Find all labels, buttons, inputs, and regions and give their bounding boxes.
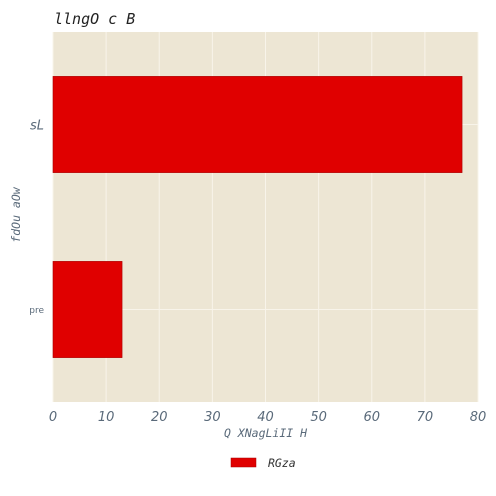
- x-axis-label: Q XNagLiII H: [224, 426, 307, 440]
- bar-sL: [53, 76, 462, 172]
- legend: RGza: [231, 456, 296, 470]
- x-tick-label: 60: [363, 410, 380, 425]
- bar-pre: [53, 261, 122, 357]
- x-tick-label: 30: [204, 410, 221, 425]
- x-tick-label: 0: [49, 410, 57, 425]
- x-tick-label: 40: [257, 410, 274, 425]
- x-tick-label: 20: [151, 410, 168, 425]
- legend-swatch: [231, 458, 256, 467]
- chart-title: llngO c B: [54, 10, 135, 28]
- x-tick-label: 80: [470, 410, 487, 425]
- x-tick-label: 70: [417, 410, 434, 425]
- x-tick-labels: 0 10 20 30 40 50 60 70 80: [49, 410, 486, 425]
- x-tick-label: 50: [310, 410, 327, 425]
- x-tick-label: 10: [98, 410, 115, 425]
- legend-label: RGza: [268, 456, 296, 470]
- y-category-label: pre: [29, 306, 44, 316]
- y-axis-label: fdOu aOw: [9, 186, 23, 242]
- y-category-labels: sL pre: [29, 119, 44, 317]
- y-category-label: sL: [30, 119, 44, 134]
